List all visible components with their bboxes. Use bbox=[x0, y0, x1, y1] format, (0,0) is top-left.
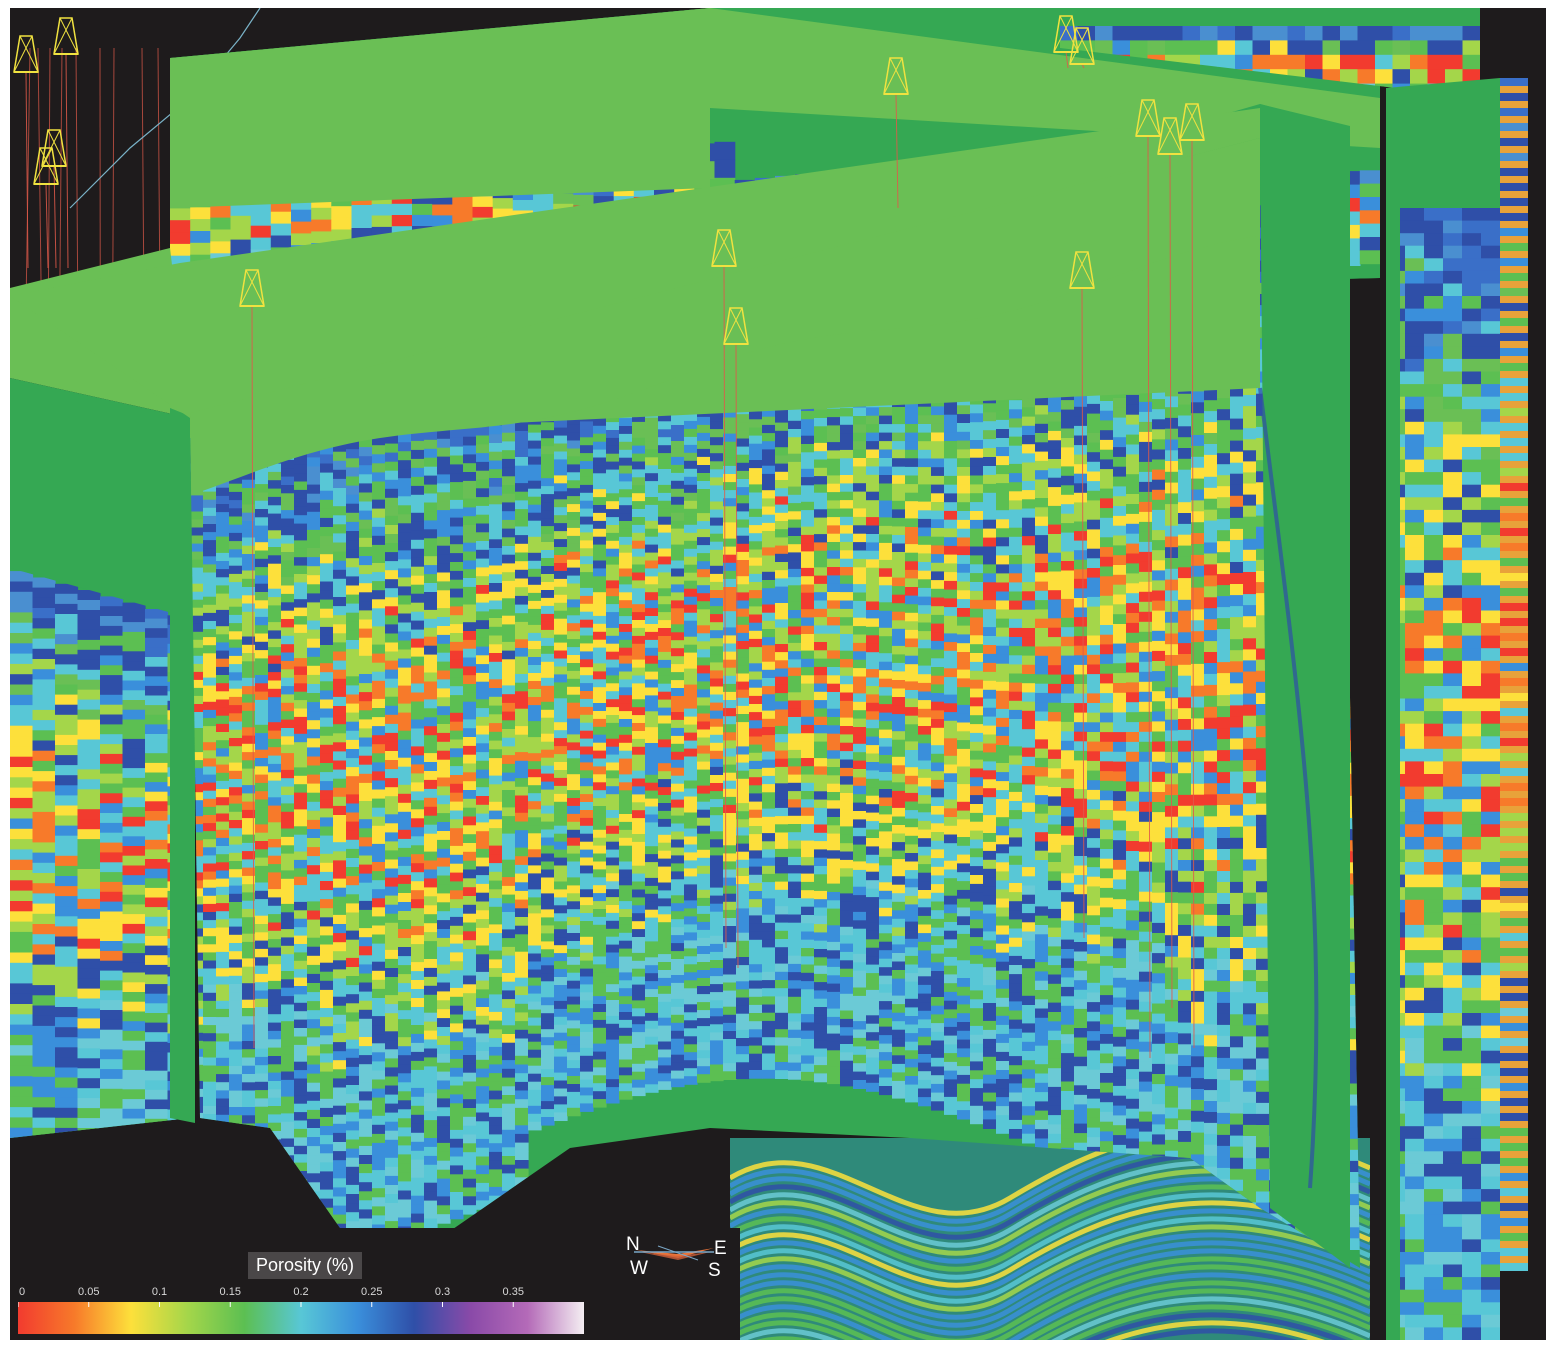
3d-viewport[interactable] bbox=[10, 8, 1546, 1340]
well-derrick-icon[interactable] bbox=[1157, 117, 1183, 1009]
left-cross-section bbox=[10, 248, 195, 1138]
porosity-model-scene[interactable] bbox=[10, 8, 1546, 1340]
orientation-compass[interactable]: N W E S bbox=[618, 1232, 728, 1284]
legend-tick: 0.3 bbox=[434, 1286, 451, 1298]
compass-south: S bbox=[708, 1260, 721, 1281]
well-heads[interactable] bbox=[13, 15, 1205, 1059]
well-derrick-icon[interactable] bbox=[239, 269, 265, 1049]
legend-tick: 0.05 bbox=[78, 1286, 100, 1298]
porosity-legend: Porosity (%) 0 0.05 0.1 0.15 0.2 0.25 0.… bbox=[10, 1228, 740, 1340]
legend-tick: 0.1 bbox=[151, 1286, 168, 1298]
well-derrick-icon[interactable] bbox=[41, 129, 67, 269]
legend-tick: 0.2 bbox=[293, 1286, 309, 1298]
legend-ticks: 0 0.05 0.1 0.15 0.2 0.25 0.3 0.35 bbox=[18, 1286, 584, 1300]
right-cross-section bbox=[1386, 78, 1546, 1340]
legend-tick: 0.35 bbox=[502, 1286, 524, 1298]
well-derrick-icon[interactable] bbox=[1135, 99, 1161, 1059]
compass-west: W bbox=[630, 1258, 648, 1279]
front-cross-section bbox=[10, 104, 1360, 1268]
well-derrick-icon[interactable] bbox=[723, 307, 749, 969]
well-derrick-icon[interactable] bbox=[1179, 103, 1205, 1049]
well-derrick-icon[interactable] bbox=[1069, 27, 1095, 69]
well-derrick-icon[interactable] bbox=[13, 35, 39, 269]
legend-tick: 0.25 bbox=[361, 1286, 383, 1298]
legend-tick: 0 bbox=[18, 1286, 26, 1298]
well-trace-lines bbox=[25, 8, 261, 309]
well-derrick-icon[interactable] bbox=[1069, 251, 1095, 939]
well-derrick-icon[interactable] bbox=[53, 17, 79, 269]
compass-east: E bbox=[714, 1238, 727, 1259]
compass-north: N bbox=[626, 1234, 640, 1255]
well-derrick-icon[interactable] bbox=[883, 57, 909, 209]
well-derrick-icon[interactable] bbox=[33, 147, 59, 269]
well-derrick-icon[interactable] bbox=[1053, 15, 1079, 69]
porosity-colorbar bbox=[18, 1302, 584, 1334]
legend-title: Porosity (%) bbox=[248, 1252, 363, 1279]
compass-needle-icon bbox=[634, 1245, 714, 1261]
legend-tick: 0.15 bbox=[219, 1286, 241, 1298]
well-derrick-icon[interactable] bbox=[711, 229, 737, 949]
